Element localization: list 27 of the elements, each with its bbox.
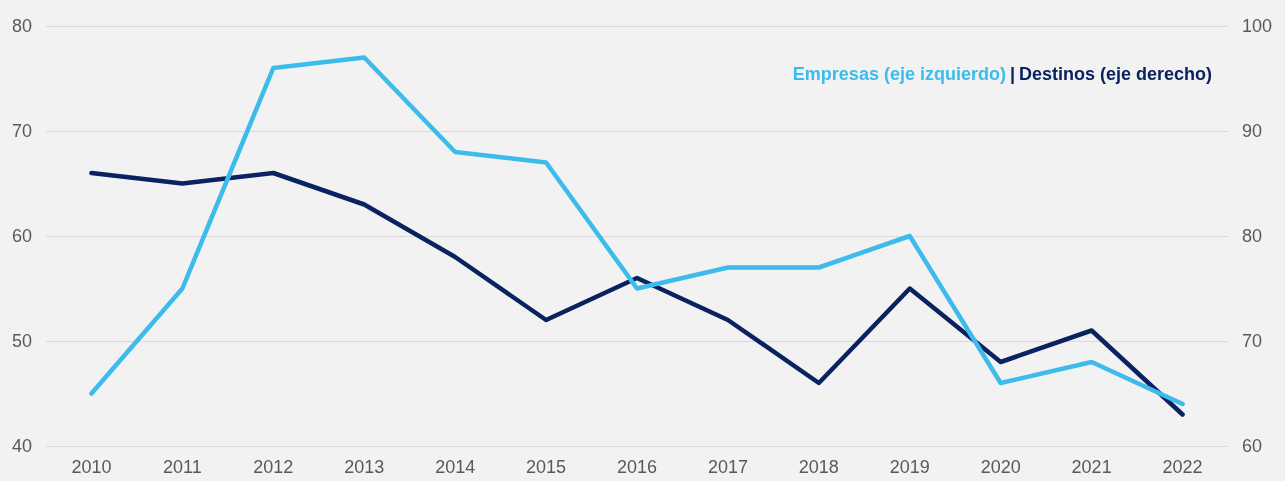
x-tick-label: 2014 <box>435 457 476 477</box>
y2-tick-label: 60 <box>1242 436 1263 456</box>
y2-tick-label: 90 <box>1242 121 1263 141</box>
x-tick-label: 2018 <box>798 457 839 477</box>
x-tick-label: 2013 <box>344 457 385 477</box>
x-tick-label: 2012 <box>253 457 294 477</box>
y-tick-label: 40 <box>11 436 32 456</box>
y-tick-label: 50 <box>11 331 32 351</box>
y2-tick-label: 70 <box>1242 331 1263 351</box>
x-tick-label: 2010 <box>71 457 112 477</box>
x-tick-label: 2015 <box>526 457 567 477</box>
y-tick-label: 80 <box>11 16 32 36</box>
y2-tick-label: 80 <box>1242 226 1263 246</box>
x-tick-label: 2016 <box>616 457 658 477</box>
y-tick-label: 60 <box>11 226 32 246</box>
x-tick-label: 2011 <box>163 457 202 477</box>
x-tick-label: 2021 <box>1071 457 1112 477</box>
line-series <box>89 170 1185 417</box>
y2-tick-label: 100 <box>1242 16 1273 36</box>
y-tick-label: 70 <box>11 121 32 141</box>
x-tick-label: 2022 <box>1162 457 1203 477</box>
text: Destinos (eje derecho) <box>1018 64 1213 84</box>
x-tick-label: 2020 <box>980 457 1021 477</box>
text: Empresas (eje izquierdo) <box>792 64 1006 84</box>
x-tick-label: 2019 <box>889 457 930 477</box>
x-tick-label: 2017 <box>707 457 748 477</box>
annotation: | <box>1009 64 1015 84</box>
